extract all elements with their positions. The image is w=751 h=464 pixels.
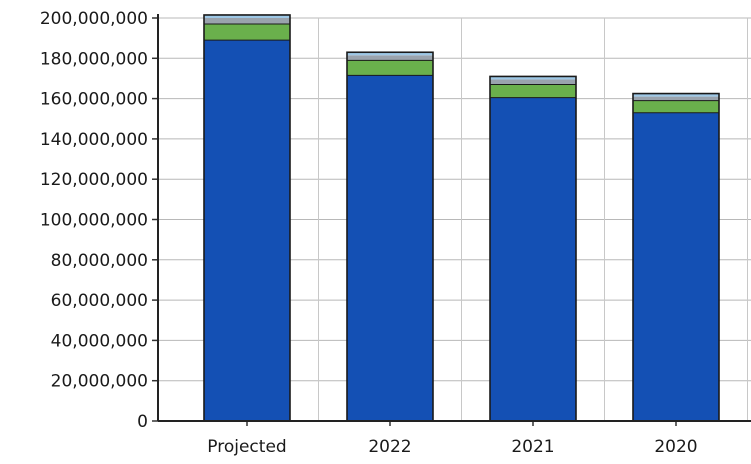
tick-labels: 0 20,000,000 40,000,000 60,000,000 80,000,00…	[40, 9, 698, 457]
bar-segment-3-2	[633, 96, 719, 101]
y-tick-label: 100,000,000	[40, 211, 148, 231]
bar-segment-2-2	[490, 79, 576, 85]
bar-segment-0-0	[204, 40, 290, 421]
bar-segment-1-0	[347, 75, 433, 422]
bar-segment-0-1	[204, 24, 290, 41]
bar-segment-1-2	[347, 55, 433, 61]
bar-segment-3-1	[633, 100, 719, 113]
y-tick-label: 180,000,000	[40, 49, 148, 69]
y-tick-label: 120,000,000	[40, 170, 148, 190]
bar-segment-2-0	[490, 97, 576, 421]
bars	[203, 14, 720, 422]
y-tick-label: 140,000,000	[40, 130, 148, 150]
bar-segment-1-3	[347, 52, 433, 56]
y-tick-label: 0	[137, 412, 148, 432]
x-tick-label: Projected	[207, 437, 286, 457]
x-tick-label: 2021	[511, 437, 554, 457]
y-tick-label: 40,000,000	[51, 331, 148, 351]
axes	[152, 14, 751, 426]
y-tick-label: 200,000,000	[40, 9, 148, 29]
bar-segment-0-3	[204, 14, 290, 18]
x-tick-label: 2022	[368, 437, 411, 457]
bar-segment-0-2	[204, 18, 290, 25]
bar-segment-1-1	[347, 60, 433, 76]
y-tick-label: 60,000,000	[51, 291, 148, 311]
y-tick-label: 80,000,000	[51, 251, 148, 271]
bar-segment-2-3	[490, 76, 576, 80]
y-tick-label: 20,000,000	[51, 372, 148, 392]
bar-segment-2-1	[490, 84, 576, 98]
x-tick-label: 2020	[654, 437, 697, 457]
bar-segment-3-0	[633, 112, 719, 421]
y-tick-label: 160,000,000	[40, 90, 148, 110]
bar-segment-3-3	[633, 93, 719, 97]
